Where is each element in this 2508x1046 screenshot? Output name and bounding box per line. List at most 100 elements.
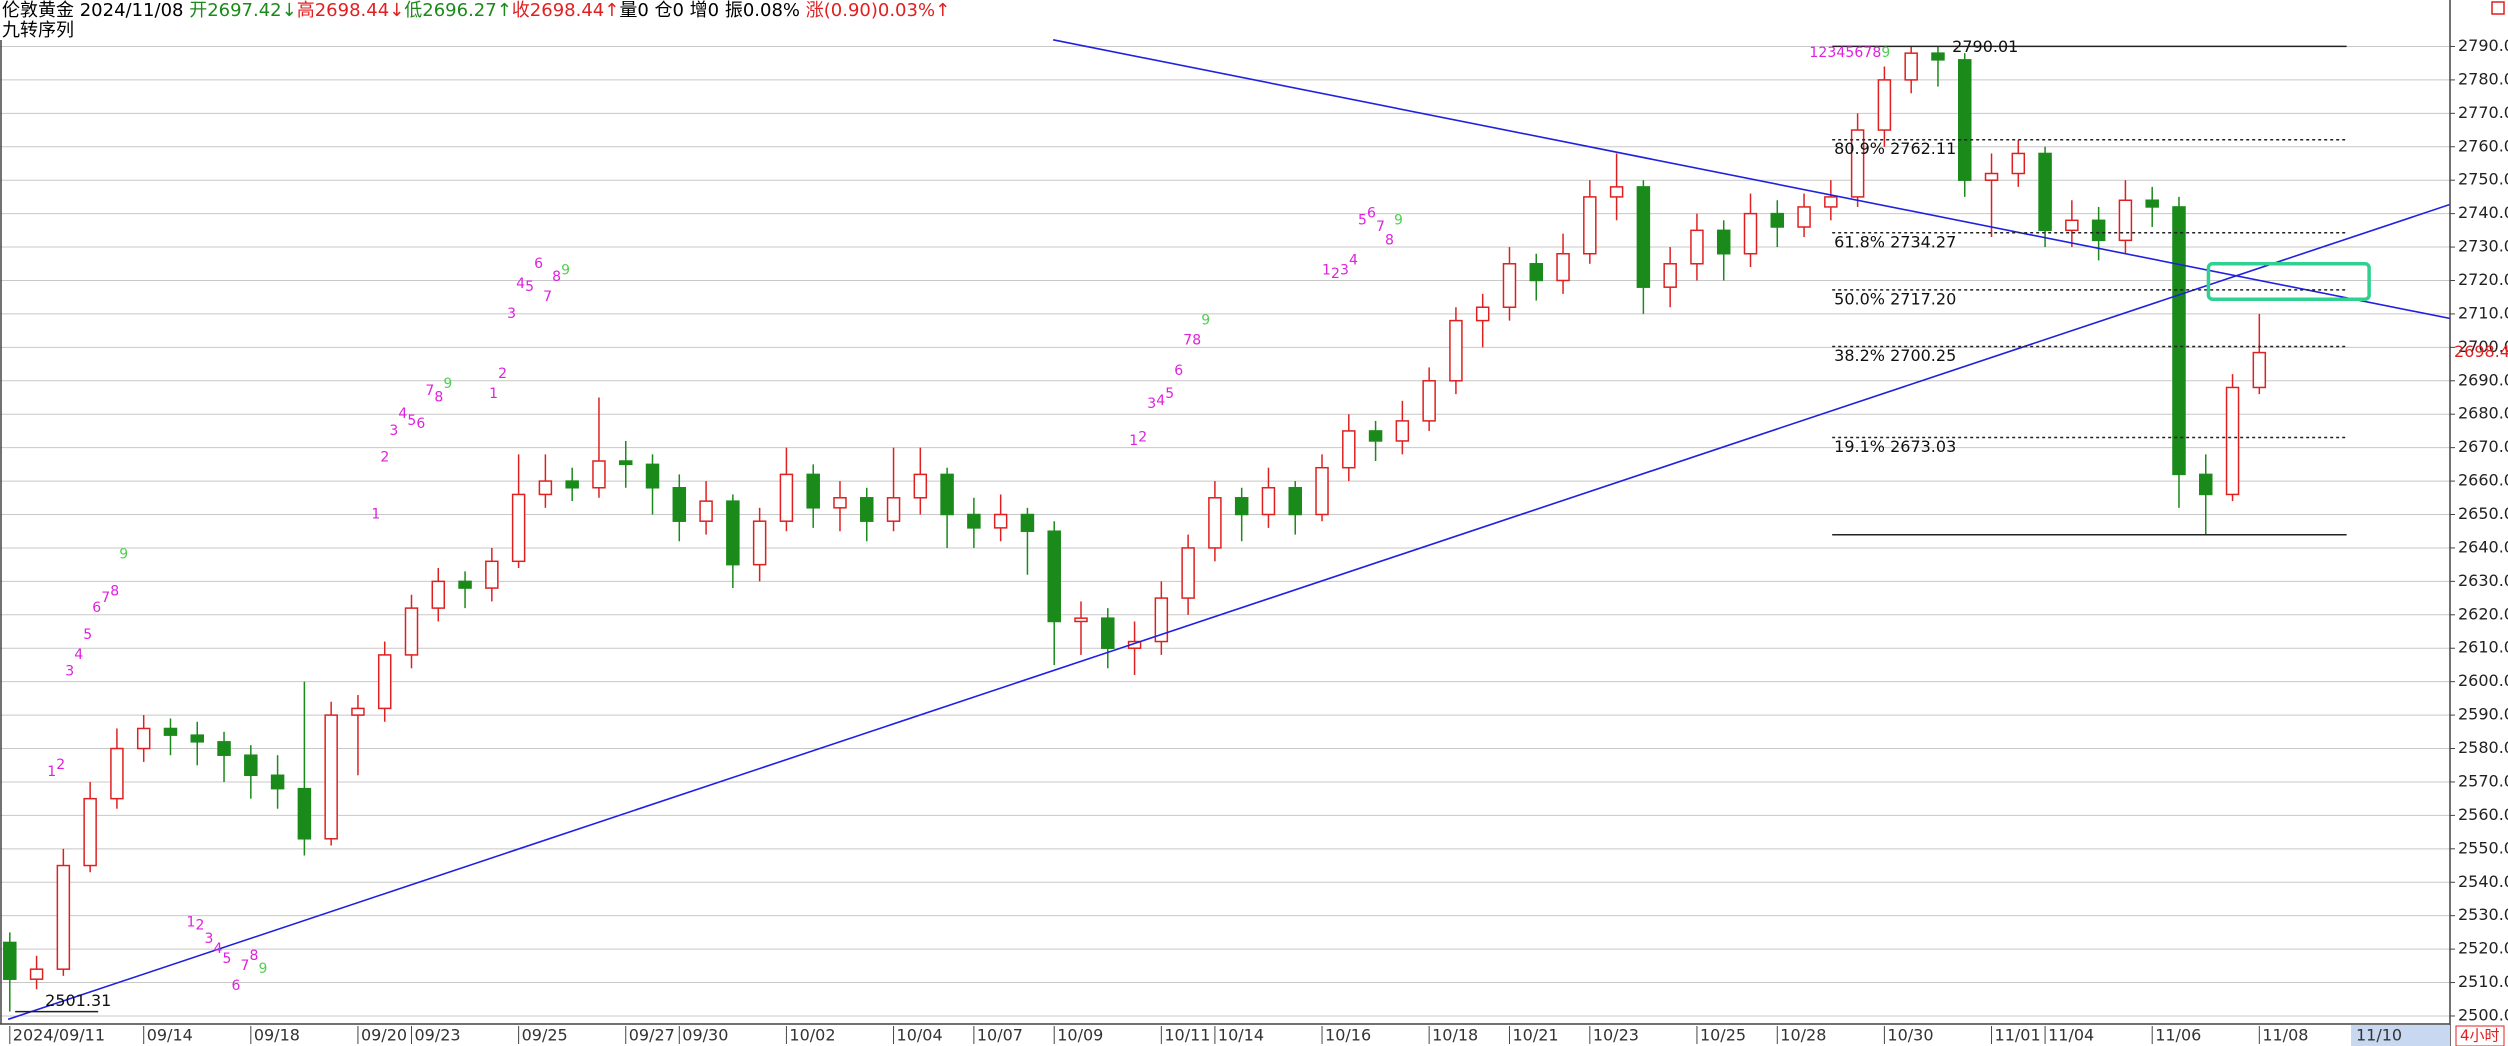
y-tick-label: 2540.00: [2458, 872, 2508, 891]
candle-body: [1208, 497, 1222, 549]
trend-line: [7, 203, 2450, 1021]
td-count: 1: [187, 914, 196, 930]
x-tick-label: 09/20: [361, 1026, 407, 1045]
td-count: 7: [1376, 219, 1385, 235]
td-count: 6: [92, 600, 101, 616]
td-count: 9: [443, 376, 452, 392]
plot-area: 2790.01 80.9% 2762.11 61.8% 2734.27 50.0% 2…: [0, 37, 2450, 1021]
candle-body: [752, 520, 767, 566]
td-count: 7: [543, 289, 552, 305]
x-tick-label: 09/14: [147, 1026, 193, 1045]
candle-body: [1609, 186, 1624, 198]
candle-body: [645, 463, 660, 489]
td-count: 1: [1322, 262, 1331, 278]
x-tick-label: 11/06: [2155, 1026, 2201, 1045]
td-count: 5: [223, 951, 232, 967]
td-count: 8: [110, 583, 119, 599]
y-tick-label: 2590.00: [2458, 705, 2508, 724]
y-tick-label: 2670.00: [2458, 437, 2508, 456]
candle-body: [1743, 212, 1758, 255]
td-count: 8: [1192, 333, 1201, 349]
candle-body: [1529, 263, 1544, 282]
quote-field: 涨(0.90)0.03%↑: [805, 0, 951, 21]
y-tick-label: 2790.00: [2458, 36, 2508, 55]
y-tick-label: 2510.00: [2458, 972, 2508, 991]
y-tick-label: 2760.00: [2458, 136, 2508, 155]
candle-body: [270, 774, 285, 790]
x-tick-label: 10/07: [977, 1026, 1023, 1045]
candle-body: [1663, 263, 1677, 288]
candle-body: [2252, 351, 2267, 389]
indicator-name: 九转序列: [2, 20, 74, 41]
y-tick-label: 2530.00: [2458, 905, 2508, 924]
td-count: 2: [1331, 266, 1340, 282]
candle-body: [592, 460, 606, 489]
td-count: 3: [205, 931, 214, 947]
candle-body: [1475, 306, 1490, 322]
td-count: 5: [1358, 212, 1367, 228]
candle-body: [1636, 186, 1651, 288]
candle-body: [779, 473, 794, 522]
y-tick-label: 2780.00: [2458, 69, 2508, 88]
td-count: 6: [534, 256, 543, 272]
x-tick-label: 11/08: [2262, 1026, 2308, 1045]
x-tick-label: 09/30: [682, 1026, 728, 1045]
fib-label: 2790.01: [1952, 37, 2018, 56]
y-tick-label: 2610.00: [2458, 638, 2508, 657]
td-count: 4: [1349, 252, 1358, 268]
x-tick-label: 10/25: [1700, 1026, 1746, 1045]
td-count: 9: [1201, 313, 1210, 329]
td-count: 7: [425, 383, 434, 399]
candle-body: [1850, 129, 1865, 198]
candle-body: [886, 497, 901, 522]
x-tick-label: 10/16: [1325, 1026, 1371, 1045]
candle-body: [1422, 380, 1436, 422]
x-tick-label: 10/18: [1432, 1026, 1478, 1045]
candle-body: [1957, 59, 1972, 181]
td-count: 3: [1147, 396, 1156, 412]
candle-body: [1583, 196, 1597, 255]
candle-body: [1127, 640, 1142, 649]
y-tick-label: 2640.00: [2458, 537, 2508, 556]
x-tick-label: 11/01: [1995, 1026, 2041, 1045]
y-tick-label: 2750.00: [2458, 170, 2508, 189]
td-count: 4: [214, 941, 223, 957]
quote-field: 伦敦黄金 2024/11/08: [2, 0, 190, 21]
x-tick-label: 10/11: [1164, 1026, 1210, 1045]
td-count: 2: [1138, 430, 1147, 446]
y-tick-label: 2740.00: [2458, 203, 2508, 222]
candle-body: [1797, 206, 1811, 228]
future-band: [2351, 1025, 2450, 1046]
candle-body: [56, 864, 71, 970]
x-tick-label: 10/28: [1780, 1026, 1826, 1045]
y-tick-label: 2580.00: [2458, 738, 2508, 757]
candle-body: [351, 707, 365, 716]
x-tick-label: 10/21: [1512, 1026, 1558, 1045]
y-tick-label: 2630.00: [2458, 571, 2508, 590]
candle-body: [485, 560, 499, 589]
candle-body: [1020, 513, 1035, 532]
candle-body: [2065, 219, 2079, 232]
y-tick-label: 2570.00: [2458, 771, 2508, 790]
x-tick-label: 2024/09/11: [13, 1026, 105, 1045]
td-count: 2: [56, 757, 65, 773]
candle-body: [1368, 430, 1383, 442]
y-tick-label: 2520.00: [2458, 939, 2508, 958]
td-count: 6: [232, 978, 241, 994]
candle-body: [913, 473, 928, 499]
td-count: 2: [380, 450, 389, 466]
x-tick-label: 10/09: [1057, 1026, 1103, 1045]
window-icon[interactable]: [2491, 1, 2505, 15]
x-tick-label: 10/14: [1218, 1026, 1264, 1045]
candle-body: [2145, 199, 2159, 208]
td-count: 4: [516, 276, 525, 292]
y-tick-label: 2690.00: [2458, 370, 2508, 389]
candle-body: [1261, 487, 1276, 516]
candle-body: [2118, 199, 2133, 242]
y-tick-label: 2660.00: [2458, 471, 2508, 490]
candle-body: [860, 497, 874, 522]
td-count: 5: [1165, 386, 1174, 402]
quote-field: 量0 仓0 增0 振0.08%: [619, 0, 806, 21]
period-label[interactable]: 4小时: [2460, 1027, 2500, 1045]
